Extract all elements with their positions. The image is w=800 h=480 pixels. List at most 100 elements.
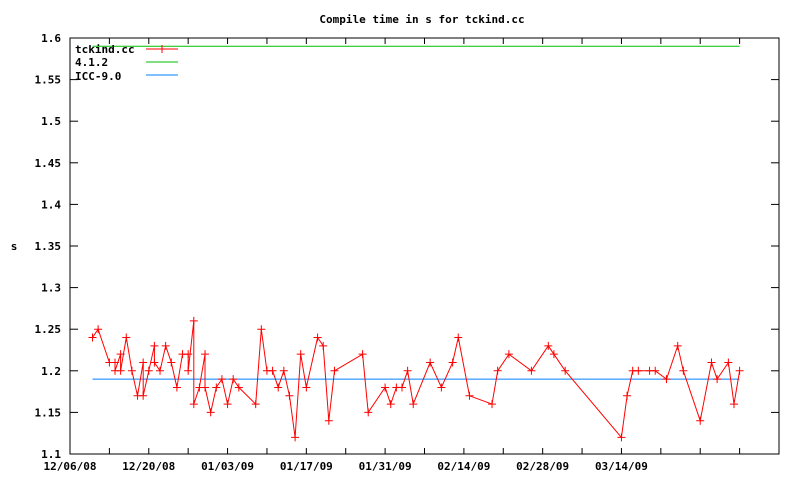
plot-frame xyxy=(69,37,780,455)
data-point xyxy=(381,383,390,392)
data-point xyxy=(279,366,288,375)
x-tick-label: 01/17/09 xyxy=(280,460,333,473)
legend: tckind.cc 4.1.2 ICC-9.0 xyxy=(75,43,178,83)
data-point xyxy=(212,383,221,392)
data-point xyxy=(364,408,373,417)
data-point xyxy=(724,358,733,367)
y-tick-label: 1.15 xyxy=(35,406,62,419)
x-tick-label: 02/28/09 xyxy=(516,460,569,473)
data-point xyxy=(634,366,643,375)
data-point xyxy=(493,366,502,375)
data-point xyxy=(386,400,395,409)
data-point xyxy=(217,375,226,384)
x-tick-label: 12/20/08 xyxy=(122,460,175,473)
data-point xyxy=(122,333,131,342)
data-point xyxy=(302,383,311,392)
data-point xyxy=(662,375,671,384)
data-point xyxy=(291,433,300,442)
data-point xyxy=(184,366,193,375)
data-point xyxy=(409,400,418,409)
x-tick-label: 03/14/09 xyxy=(595,460,648,473)
data-point xyxy=(111,358,120,367)
data-point xyxy=(454,333,463,342)
data-point xyxy=(673,341,682,350)
data-point xyxy=(116,366,125,375)
x-tick-label: 01/03/09 xyxy=(201,460,254,473)
y-tick-label: 1.1 xyxy=(41,448,61,461)
data-point xyxy=(488,400,497,409)
data-point xyxy=(696,416,705,425)
data-point xyxy=(156,366,165,375)
y-tick-label: 1.2 xyxy=(41,365,61,378)
y-tick-label: 1.35 xyxy=(35,240,62,253)
data-point xyxy=(201,350,210,359)
data-point xyxy=(201,383,210,392)
data-point xyxy=(448,358,457,367)
data-point xyxy=(735,366,744,375)
data-point xyxy=(324,416,333,425)
data-point xyxy=(189,400,198,409)
legend-label-tckind: tckind.cc xyxy=(75,43,135,56)
data-point xyxy=(285,391,294,400)
y-tick-label: 1.4 xyxy=(41,198,61,211)
data-point xyxy=(397,383,406,392)
data-point xyxy=(527,366,536,375)
data-point xyxy=(150,341,159,350)
data-point xyxy=(116,350,125,359)
data-point xyxy=(707,358,716,367)
data-point xyxy=(223,400,232,409)
data-point xyxy=(139,391,148,400)
data-point xyxy=(189,316,198,325)
y-tick-label: 1.45 xyxy=(35,157,62,170)
data-point xyxy=(257,325,266,334)
x-tick-label: 01/31/09 xyxy=(359,460,412,473)
data-point xyxy=(274,383,283,392)
x-tick-label: 02/14/09 xyxy=(437,460,490,473)
y-tick-label: 1.6 xyxy=(41,32,61,45)
data-point xyxy=(358,350,367,359)
y-tick-label: 1.3 xyxy=(41,282,61,295)
data-point xyxy=(167,358,176,367)
data-point xyxy=(549,350,558,359)
data-point xyxy=(330,366,339,375)
data-point xyxy=(623,391,632,400)
legend-marker-tckind xyxy=(158,45,166,53)
data-point xyxy=(144,366,153,375)
data-point xyxy=(94,325,103,334)
data-point xyxy=(184,350,193,359)
data-point xyxy=(268,366,277,375)
data-point xyxy=(437,383,446,392)
series-line-tckind xyxy=(92,320,741,439)
data-point xyxy=(465,391,474,400)
data-point xyxy=(161,341,170,350)
legend-label-icc: ICC-9.0 xyxy=(75,70,121,83)
x-tick-label: 12/06/08 xyxy=(44,460,97,473)
data-point xyxy=(679,366,688,375)
data-point xyxy=(713,375,722,384)
data-point xyxy=(234,383,243,392)
data-point xyxy=(251,400,260,409)
data-point xyxy=(88,333,97,342)
data-point xyxy=(172,383,181,392)
data-point xyxy=(426,358,435,367)
chart-title: Compile time in s for tckind.cc xyxy=(319,13,524,26)
data-point xyxy=(729,400,738,409)
data-point xyxy=(544,341,553,350)
data-point xyxy=(229,375,238,384)
data-point xyxy=(617,433,626,442)
data-point xyxy=(651,366,660,375)
legend-label-gcc: 4.1.2 xyxy=(75,56,108,69)
y-tick-label: 1.55 xyxy=(35,74,62,87)
y-axis-label: s xyxy=(11,240,18,253)
data-point xyxy=(403,366,412,375)
data-point xyxy=(313,333,322,342)
y-tick-label: 1.25 xyxy=(35,323,62,336)
data-point xyxy=(206,408,215,417)
data-point xyxy=(504,350,513,359)
data-point xyxy=(127,366,136,375)
data-point xyxy=(139,358,148,367)
data-point xyxy=(561,366,570,375)
data-point xyxy=(296,350,305,359)
data-point xyxy=(150,358,159,367)
